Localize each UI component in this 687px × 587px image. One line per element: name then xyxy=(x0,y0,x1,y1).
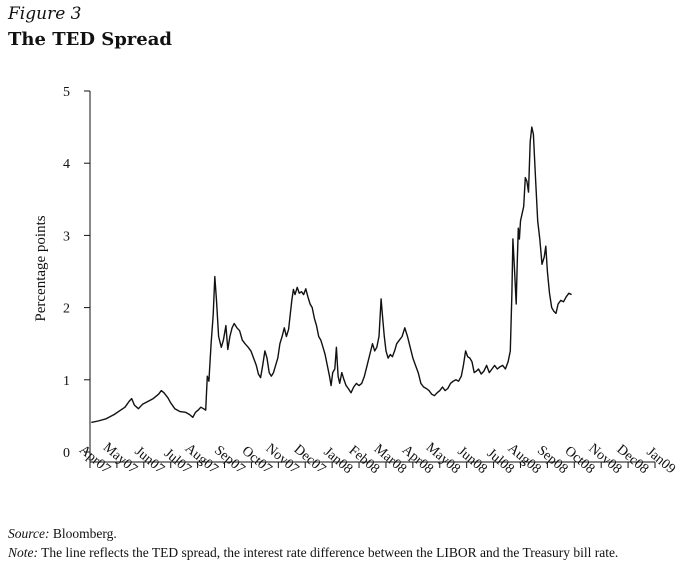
note-line: Note: The line reflects the TED spread, … xyxy=(8,543,678,562)
chart-title: The TED Spread xyxy=(8,29,172,50)
y-tick-label: 5 xyxy=(63,85,70,100)
source-line: Source: Bloomberg. xyxy=(8,524,117,543)
x-tick-label: Dec07 xyxy=(291,442,329,477)
x-tick-label: Jun07 xyxy=(132,444,167,477)
y-tick-label: 1 xyxy=(63,374,70,389)
y-tick-label: 4 xyxy=(63,157,70,172)
y-tick-label: 2 xyxy=(63,302,70,317)
ted-spread-line xyxy=(91,126,572,424)
note-label: Note: xyxy=(8,545,38,560)
x-tick-label: Jan09 xyxy=(643,445,678,477)
x-tick-label: Sep07 xyxy=(211,443,247,477)
figure-label: Figure 3 xyxy=(8,4,82,24)
x-tick-label: Jun08 xyxy=(454,444,489,477)
source-text: Bloomberg. xyxy=(52,526,117,541)
y-tick-label: 3 xyxy=(63,229,70,244)
x-tick-label: Dec08 xyxy=(614,442,652,477)
x-axis: Apr07May07Jun07Jul07Aug07Sep07Oct07Nov07… xyxy=(76,440,678,477)
source-label: Source: xyxy=(8,526,50,541)
y-axis-label: Percentage points xyxy=(33,215,49,321)
note-text: The line reflects the TED spread, the in… xyxy=(41,545,619,560)
y-axis: 0 1 2 3 4 5 xyxy=(63,85,91,462)
ted-spread-chart: 0 1 2 3 4 5 Apr07May07Jun07Jul07Aug07Sep07Oct… xyxy=(33,85,678,477)
y-tick-label: 0 xyxy=(63,446,70,461)
x-tick-label: Sep08 xyxy=(534,443,570,477)
